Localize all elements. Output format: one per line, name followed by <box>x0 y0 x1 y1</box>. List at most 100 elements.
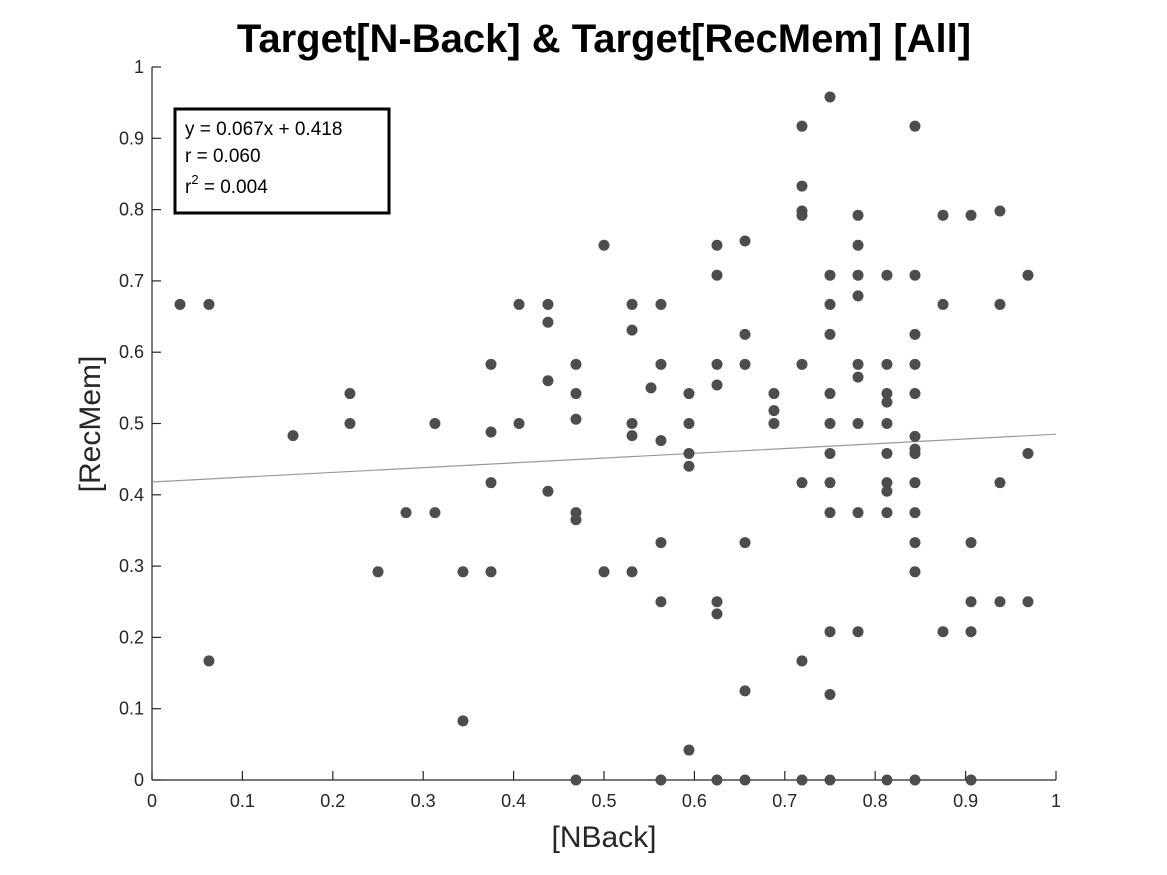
scatter-point <box>1022 269 1034 281</box>
scatter-point <box>852 358 864 370</box>
scatter-point <box>655 358 667 370</box>
y-tick-label: 0.9 <box>119 128 144 148</box>
scatter-point <box>485 358 497 370</box>
scatter-point <box>711 379 723 391</box>
annotation-r-squared-base: r <box>185 177 192 198</box>
scatter-point <box>796 655 808 667</box>
scatter-point <box>796 358 808 370</box>
scatter-point <box>400 507 412 519</box>
x-axis-label: [NBack] <box>551 821 656 854</box>
scatter-point <box>174 298 186 310</box>
scatter-point <box>824 269 836 281</box>
data-points <box>174 91 1034 786</box>
scatter-point <box>796 477 808 489</box>
scatter-point <box>372 566 384 578</box>
scatter-point <box>711 269 723 281</box>
y-tick-label: 0 <box>134 770 144 790</box>
scatter-point <box>570 358 582 370</box>
scatter-point <box>645 382 657 394</box>
scatter-point <box>796 774 808 786</box>
scatter-point <box>824 447 836 459</box>
scatter-point <box>344 388 356 400</box>
scatter-point <box>429 507 441 519</box>
scatter-point <box>683 447 695 459</box>
scatter-point <box>598 239 610 251</box>
scatter-point <box>852 418 864 429</box>
annotation-border <box>173 107 391 215</box>
scatter-point <box>796 120 808 132</box>
y-tick-label: 0.5 <box>119 414 144 434</box>
scatter-point <box>881 477 893 489</box>
scatter-point <box>937 626 949 638</box>
x-tick-label: 0 <box>147 791 157 811</box>
x-tick-label: 0.9 <box>953 791 978 811</box>
x-tick-label: 0.2 <box>320 791 345 811</box>
annotation-equation: y = 0.067x + 0.418 <box>185 119 342 140</box>
scatter-point <box>739 537 751 549</box>
scatter-point <box>203 298 215 310</box>
y-tick-label: 0.8 <box>119 200 144 220</box>
scatter-point <box>626 430 638 442</box>
x-tick-label: 0.8 <box>863 791 888 811</box>
scatter-point <box>994 298 1006 310</box>
scatter-point <box>739 774 751 786</box>
scatter-point <box>655 435 667 447</box>
x-tick-label: 0.1 <box>230 791 255 811</box>
scatter-point <box>965 596 977 608</box>
scatter-point <box>824 626 836 638</box>
scatter-point <box>824 298 836 310</box>
scatter-point <box>485 426 497 438</box>
scatter-point <box>711 239 723 251</box>
annotation-r-squared-sup: 2 <box>191 172 198 187</box>
scatter-point <box>852 371 864 383</box>
scatter-point <box>1022 596 1034 608</box>
y-tick-label: 0.1 <box>119 699 144 719</box>
regression-line <box>151 433 1057 483</box>
scatter-point <box>824 328 836 340</box>
scatter-point <box>287 430 299 442</box>
scatter-point <box>937 209 949 221</box>
y-tick-label: 0.3 <box>119 556 144 576</box>
scatter-point <box>852 290 864 302</box>
scatter-point <box>796 180 808 192</box>
scatter-point <box>655 596 667 608</box>
scatter-point <box>683 744 695 756</box>
scatter-point <box>824 477 836 489</box>
scatter-point <box>513 418 525 429</box>
scatter-point <box>768 388 780 400</box>
scatter-point <box>598 566 610 578</box>
scatter-point <box>485 566 497 578</box>
scatter-point <box>852 507 864 519</box>
scatter-point <box>485 477 497 489</box>
scatter-point <box>909 774 921 786</box>
scatter-point <box>965 209 977 221</box>
x-tick-label: 1 <box>1051 791 1061 811</box>
scatter-point <box>626 324 638 336</box>
scatter-point <box>711 596 723 608</box>
scatter-point <box>909 388 921 400</box>
scatter-point <box>457 566 469 578</box>
y-tick-label: 1 <box>134 57 144 77</box>
scatter-point <box>852 209 864 221</box>
scatter-point <box>994 477 1006 489</box>
annotation-r-squared: r2 = 0.004 <box>185 172 268 198</box>
scatter-point <box>881 447 893 459</box>
scatter-point <box>824 388 836 400</box>
scatter-point <box>909 477 921 489</box>
scatter-point <box>711 774 723 786</box>
scatter-point <box>542 316 554 328</box>
scatter-point <box>909 447 921 459</box>
scatter-point <box>965 626 977 638</box>
scatter-point <box>881 269 893 281</box>
scatter-point <box>909 507 921 519</box>
scatter-point <box>711 358 723 370</box>
scatter-point <box>768 418 780 429</box>
scatter-point <box>909 328 921 340</box>
y-tick-label: 0.6 <box>119 342 144 362</box>
scatter-point <box>881 396 893 408</box>
x-tick-label: 0.4 <box>501 791 526 811</box>
scatter-point <box>909 120 921 132</box>
scatter-point <box>909 566 921 578</box>
y-axis-label: [RecMem] <box>74 356 107 493</box>
scatter-point <box>513 298 525 310</box>
